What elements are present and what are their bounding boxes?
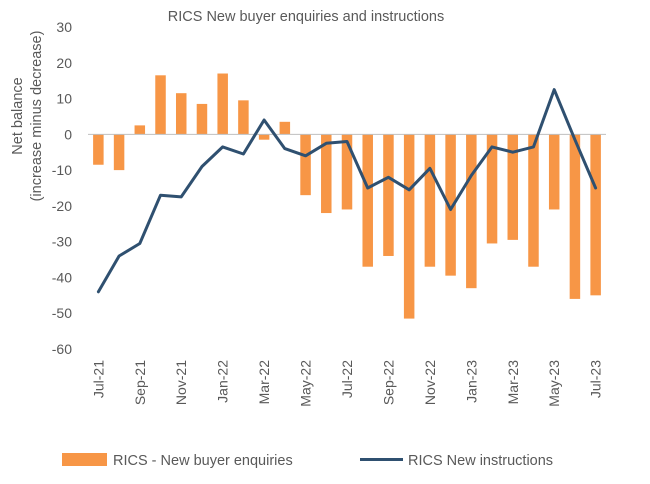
bar	[321, 134, 332, 214]
x-tick-label: May-22	[298, 360, 314, 407]
bar	[238, 100, 249, 135]
y-tick-label: -10	[52, 162, 72, 178]
x-tick-label: Jan-23	[463, 360, 479, 403]
bar	[217, 73, 228, 135]
bar	[528, 134, 539, 267]
legend-bar-label: RICS - New buyer enquiries	[113, 453, 293, 469]
x-tick-label: Nov-22	[422, 360, 438, 405]
y-tick-label: 30	[56, 19, 72, 35]
bar	[548, 134, 560, 210]
x-tick-label: Jul-23	[588, 360, 604, 398]
y-tick-label: -20	[52, 198, 72, 214]
y-axis-title: Net balance (increase minus decrease)	[10, 31, 45, 202]
y-tick-label: -50	[52, 305, 72, 321]
bar	[175, 93, 187, 135]
y-axis: 30 20 10 0 -10 -20 -30 -40 -50 -60	[52, 19, 72, 357]
x-tick-label: Nov-21	[173, 360, 189, 405]
bar	[403, 134, 415, 319]
bar	[569, 134, 581, 299]
bar	[93, 134, 104, 165]
bar	[466, 134, 477, 289]
y-tick-label: -30	[52, 234, 72, 250]
bar	[300, 134, 311, 196]
bar	[341, 134, 353, 210]
y-tick-label: 10	[56, 91, 72, 107]
bar	[196, 103, 208, 135]
bar	[383, 134, 394, 256]
bar-series	[93, 73, 601, 319]
x-tick-label: Sep-22	[380, 360, 396, 405]
bar	[279, 121, 291, 135]
bar	[486, 134, 498, 244]
y-tick-label: -60	[52, 341, 72, 357]
x-tick-label: Jul-21	[90, 360, 106, 398]
legend: RICS - New buyer enquiries RICS New inst…	[62, 453, 553, 469]
bar	[424, 134, 436, 267]
y-tick-label: 20	[56, 55, 72, 71]
bar	[590, 134, 601, 296]
bar	[113, 134, 125, 171]
x-tick-label: Jul-22	[339, 360, 355, 398]
legend-bar-swatch	[62, 453, 107, 466]
chart-title: RICS New buyer enquiries and instruction…	[168, 9, 444, 25]
y-axis-title-line-1: Net balance	[10, 77, 26, 154]
legend-line-label: RICS New instructions	[408, 453, 553, 469]
instructions-line	[96, 88, 598, 294]
x-tick-label: Sep-21	[132, 360, 148, 405]
bar	[155, 75, 166, 135]
x-tick-label: Jan-22	[215, 360, 231, 403]
line-series	[96, 88, 598, 294]
x-axis: Jul-21 Sep-21 Nov-21 Jan-22 Mar-22 May-22 Jul-…	[90, 360, 603, 407]
bar	[507, 134, 519, 240]
bar	[362, 134, 373, 267]
y-tick-label: -40	[52, 269, 72, 285]
y-axis-title-line-2: (increase minus decrease)	[29, 31, 45, 202]
y-tick-label: 0	[64, 126, 72, 142]
x-tick-label: Mar-22	[256, 360, 272, 405]
bar	[445, 134, 456, 276]
x-tick-label: Mar-23	[505, 360, 521, 405]
bar	[134, 125, 146, 135]
bar	[258, 134, 270, 140]
x-tick-label: May-23	[546, 360, 562, 407]
